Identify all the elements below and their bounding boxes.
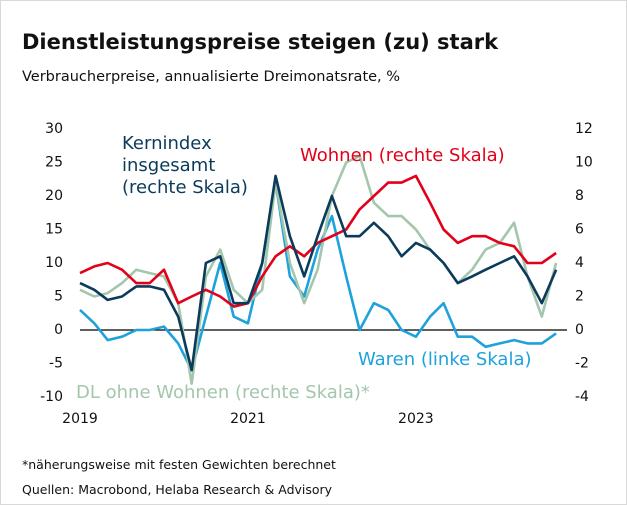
y-tick-label: 20 — [45, 188, 63, 204]
y2-tick-label: 4 — [575, 255, 584, 271]
series-line — [79, 174, 558, 372]
x-tick-label: 2019 — [62, 411, 98, 427]
footnote: *näherungsweise mit festen Gewichten ber… — [22, 457, 336, 472]
source: Quellen: Macrobond, Helaba Research & Ad… — [22, 482, 333, 497]
series-label: Wohnen (rechte Skala) — [300, 145, 505, 166]
series-line — [79, 174, 557, 308]
y2-tick-label: -4 — [575, 389, 589, 405]
y2-tick-label: 10 — [575, 155, 593, 171]
series-line — [79, 181, 557, 372]
series-label: Kernindex insgesamt (rechte Skala) — [122, 133, 248, 198]
y-tick-label: 10 — [45, 255, 63, 271]
x-tick-label: 2021 — [230, 411, 266, 427]
y2-tick-label: -2 — [575, 356, 589, 372]
chart-subtitle: Verbraucherpreise, annualisierte Dreimon… — [22, 69, 401, 85]
x-tick-label: 2023 — [398, 411, 434, 427]
y-tick-label: 0 — [54, 322, 63, 338]
chart-title: Dienstleistungspreise steigen (zu) stark — [22, 30, 499, 54]
y2-tick-label: 0 — [575, 322, 584, 338]
y-tick-label: 15 — [45, 222, 63, 238]
y2-tick-label: 2 — [575, 289, 584, 305]
y2-tick-label: 8 — [575, 188, 584, 204]
y-tick-label: 30 — [45, 121, 63, 137]
y-tick-label: -10 — [40, 389, 63, 405]
series-label: Waren (linke Skala) — [358, 349, 532, 370]
y2-tick-label: 6 — [575, 222, 584, 238]
y2-tick-label: 12 — [575, 121, 593, 137]
series-label: DL ohne Wohnen (rechte Skala)* — [76, 382, 370, 403]
y-tick-label: 5 — [54, 289, 63, 305]
y-tick-label: -5 — [49, 356, 63, 372]
y-tick-label: 25 — [45, 155, 63, 171]
